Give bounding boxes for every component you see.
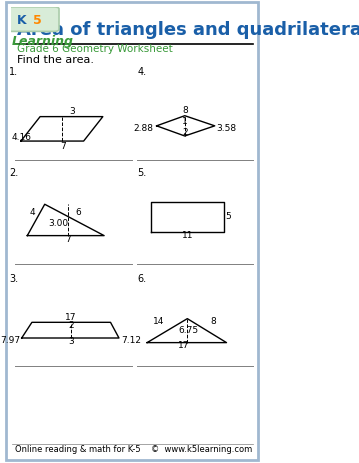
Text: 4.16: 4.16 <box>11 132 32 142</box>
Text: 2.: 2. <box>9 167 19 177</box>
Text: 14: 14 <box>153 317 164 325</box>
Text: 6.75: 6.75 <box>178 326 198 335</box>
Text: 3.58: 3.58 <box>217 123 237 132</box>
Text: 4.: 4. <box>137 67 146 77</box>
Text: 5: 5 <box>33 14 42 27</box>
Text: 7.12: 7.12 <box>122 335 141 344</box>
Text: Area of triangles and quadrilaterals: Area of triangles and quadrilaterals <box>17 21 359 39</box>
Text: Online reading & math for K-5: Online reading & math for K-5 <box>14 444 140 453</box>
Text: 3: 3 <box>68 336 74 345</box>
Text: 7: 7 <box>65 234 71 243</box>
Text: 3: 3 <box>69 106 75 116</box>
Text: K: K <box>17 14 27 27</box>
Text: 4: 4 <box>29 208 35 217</box>
Text: Find the area.: Find the area. <box>17 55 94 65</box>
Text: 1.: 1. <box>9 67 19 77</box>
Text: 17: 17 <box>178 340 189 350</box>
Text: Learning: Learning <box>12 35 74 48</box>
Text: 8: 8 <box>182 106 188 115</box>
Text: Grade 6 Geometry Worksheet: Grade 6 Geometry Worksheet <box>17 44 173 53</box>
Text: 7: 7 <box>60 141 66 150</box>
Text: 3.: 3. <box>9 273 19 283</box>
Text: 6.: 6. <box>137 273 146 283</box>
Text: 1: 1 <box>182 117 188 126</box>
Text: 7.97: 7.97 <box>0 335 20 344</box>
Text: 6: 6 <box>75 208 81 217</box>
FancyBboxPatch shape <box>7 8 59 32</box>
Text: 2.88: 2.88 <box>134 123 154 132</box>
Text: 3.00: 3.00 <box>48 218 68 227</box>
Text: 11: 11 <box>182 230 194 239</box>
Text: 5: 5 <box>226 212 232 220</box>
Text: 8: 8 <box>210 317 216 325</box>
Text: 5.: 5. <box>137 167 147 177</box>
Text: ©  www.k5learning.com: © www.k5learning.com <box>151 444 253 453</box>
Text: 2: 2 <box>68 320 74 329</box>
Text: 17: 17 <box>65 312 76 321</box>
Text: 2: 2 <box>182 128 188 137</box>
